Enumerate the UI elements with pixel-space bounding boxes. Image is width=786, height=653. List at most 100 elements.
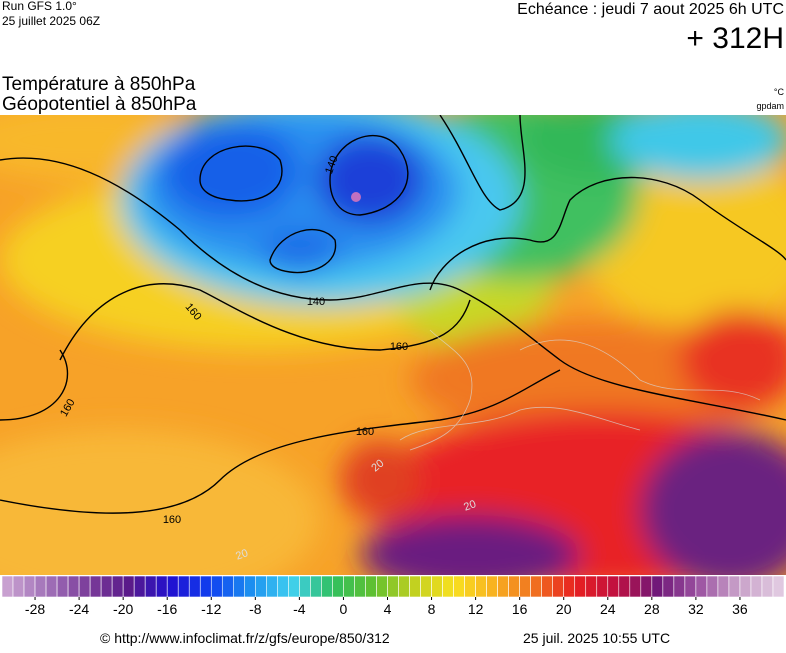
colorbar-cell [122, 575, 135, 598]
colorbar-cell [398, 575, 410, 598]
colorbar-cell [519, 575, 531, 598]
colorbar-cell [89, 575, 102, 598]
title-temperature: Température à 850hPa [2, 74, 196, 95]
colorbar-cell [111, 575, 124, 598]
colorbar-cell [431, 575, 443, 598]
colorbar-tick-label: -12 [201, 601, 221, 617]
colorbar-cell [210, 575, 223, 598]
colorbar-cell [464, 575, 476, 598]
colorbar-cell [255, 575, 267, 598]
colorbar-cell [45, 575, 58, 598]
colorbar-tick-label: 32 [688, 601, 704, 617]
coastlines [399, 329, 761, 451]
colorbar-cell [596, 575, 609, 598]
colorbar-cell [552, 575, 565, 598]
temperature-field [0, 115, 786, 575]
run-label: Run GFS 1.0° [2, 0, 77, 13]
contour-label: 160 [163, 514, 181, 526]
colorbar-tick-label: 16 [512, 601, 528, 617]
colorbar-tick-label: 20 [556, 601, 572, 617]
colorbar-cell [442, 575, 454, 598]
colorbar-cell [629, 575, 642, 598]
colorbar-cell [188, 575, 201, 598]
colorbar-tick-label: 12 [468, 601, 484, 617]
colorbar-cell [67, 575, 80, 598]
colorbar-tick-label: -20 [113, 601, 133, 617]
colorbar-tick-label: -8 [249, 601, 262, 617]
colorbar-cell [695, 575, 708, 598]
cold-core [351, 192, 361, 202]
source-url: © http://www.infoclimat.fr/z/gfs/europe/… [100, 630, 390, 646]
contour-label: 20 [462, 498, 478, 513]
colorbar-cell [497, 575, 509, 598]
colorbar-cell [640, 575, 653, 598]
colorbar-tick-label: 4 [384, 601, 392, 617]
run-date: 25 juillet 2025 06Z [2, 14, 100, 28]
colorbar-cell [750, 575, 763, 598]
colorbar-cell [34, 575, 47, 598]
geopotential-contours [0, 115, 786, 514]
colorbar-cell [574, 575, 587, 598]
colorbar-cell [651, 575, 664, 598]
colorbar-cell [728, 575, 741, 598]
colorbar-cell [761, 575, 774, 598]
colorbar-cell [530, 575, 542, 598]
colorbar-tick-label: 36 [732, 601, 748, 617]
colorbar-cell [618, 575, 631, 598]
colorbar-cell [662, 575, 675, 598]
colorbar-cell [420, 575, 432, 598]
colorbar-cell [585, 575, 598, 598]
colorbar-cell [321, 575, 333, 598]
colorbar-cell [409, 575, 421, 598]
colorbar-cell [684, 575, 697, 598]
contour-label: 20 [234, 547, 250, 562]
colorbar-cell [541, 575, 554, 598]
colorbar-tick-label: 28 [644, 601, 660, 617]
colorbar-cell [133, 575, 146, 598]
colorbar-tick-label: -24 [69, 601, 89, 617]
colorbar-cell [365, 575, 377, 598]
colorbar-cell [155, 575, 168, 598]
colorbar-cell [563, 575, 576, 598]
colorbar-cell [332, 575, 344, 598]
colorbar-tick-label: 24 [600, 601, 616, 617]
colorbar-tick-label: -16 [157, 601, 177, 617]
colorbar-cell [166, 575, 179, 598]
colorbar-tick-label: 8 [428, 601, 436, 617]
contour-label: 140 [307, 296, 325, 308]
colorbar-cell [1, 575, 14, 598]
colorbar: -28 -24 -20 -16 -12 -8 -4 0 4 8 12 16 20 24 28 32 36 [1, 575, 785, 617]
colorbar-cell [717, 575, 730, 598]
colorbar-tick-label: -4 [293, 601, 306, 617]
colorbar-tick-label: -28 [25, 601, 45, 617]
echeance: Echéance : jeudi 7 aout 2025 6h UTC [517, 1, 784, 18]
colorbar-cell [144, 575, 157, 598]
colorbar-cell [288, 575, 300, 598]
colorbar-cell [607, 575, 620, 598]
colorbar-cell [23, 575, 36, 598]
colorbar-cell [508, 575, 520, 598]
colorbar-cell [673, 575, 686, 598]
colorbar-cell [706, 575, 719, 598]
lead-time: + 312H [686, 22, 784, 55]
colorbar-cell [772, 575, 785, 598]
colorbar-cell [56, 575, 69, 598]
colorbar-cell [376, 575, 388, 598]
colorbar-cell [354, 575, 366, 598]
contour-label: 140 [323, 154, 341, 175]
title-geopotential: Géopotentiel à 850hPa [2, 94, 197, 115]
colorbar-cell [100, 575, 113, 598]
colorbar-cell [343, 575, 355, 598]
generated-time: 25 juil. 2025 10:55 UTC [523, 630, 670, 646]
colorbar-cell [177, 575, 190, 598]
colorbar-cell [486, 575, 498, 598]
colorbar-cell [277, 575, 289, 598]
contour-label: 160 [390, 341, 408, 353]
colorbar-cell [387, 575, 399, 598]
colorbar-cell [475, 575, 487, 598]
colorbar-cell [266, 575, 278, 598]
colorbar-cell [199, 575, 212, 598]
